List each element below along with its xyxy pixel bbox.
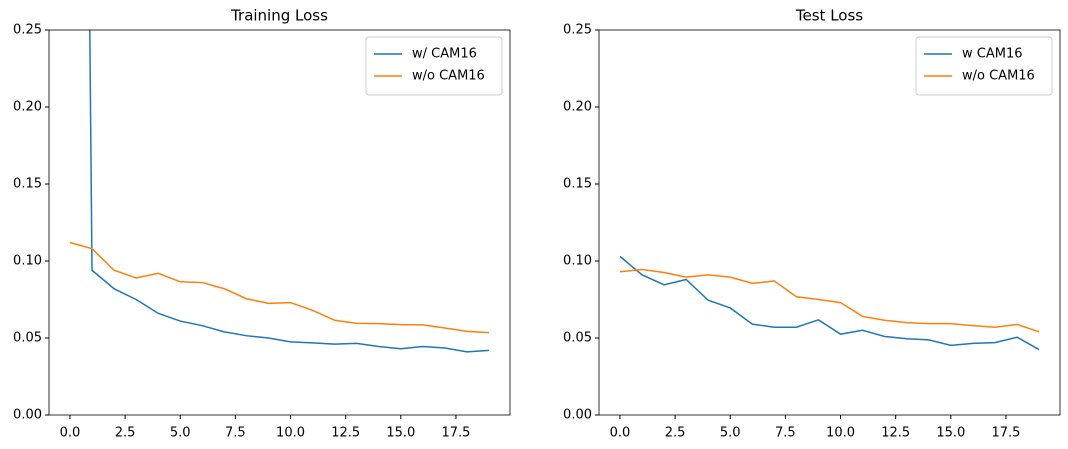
y-tick-label: 0.25 — [563, 23, 592, 38]
chart-title: Training Loss — [230, 7, 328, 25]
y-tick-label: 0.15 — [13, 177, 42, 192]
x-tick-label: 10.0 — [276, 426, 305, 441]
y-tick-label: 0.25 — [13, 23, 42, 38]
x-tick-label: 17.5 — [991, 426, 1020, 441]
y-tick-label: 0.15 — [563, 177, 592, 192]
plot-frame — [48, 29, 511, 416]
chart: Test Loss 0.00 0.05 0.10 0.15 0.20 0.25 0.0 2.5 5… — [563, 7, 1061, 441]
plot-frame — [598, 29, 1061, 416]
x-tick-label: 15.0 — [386, 426, 415, 441]
x-tick-label: 5.0 — [720, 426, 741, 441]
line — [619, 255, 1040, 351]
x-tick-label: 12.5 — [331, 426, 360, 441]
legend: w/ CAM16 w/o CAM16 — [365, 36, 503, 96]
x-tick-label: 7.5 — [225, 426, 246, 441]
legend-label: w/o CAM16 — [962, 69, 1035, 84]
y-tick-label: 0.20 — [563, 100, 592, 115]
line — [89, 30, 490, 353]
y-tick-label: 0.10 — [13, 254, 42, 269]
y-tick-label: 0.00 — [563, 408, 592, 423]
legend-label: w CAM16 — [962, 47, 1023, 62]
x-tick-label: 7.5 — [775, 426, 796, 441]
y-tick-label: 0.20 — [13, 100, 42, 115]
x-tick-label: 10.0 — [826, 426, 855, 441]
legend-label: w/o CAM16 — [412, 69, 485, 84]
y-tick-label: 0.05 — [563, 331, 592, 346]
legend-box — [915, 36, 1053, 96]
x-tick-label: 5.0 — [170, 426, 191, 441]
x-tick-label: 2.5 — [665, 426, 686, 441]
legend: w CAM16 w/o CAM16 — [915, 36, 1053, 96]
chart-title: Test Loss — [795, 7, 863, 25]
y-tick-label: 0.10 — [563, 254, 592, 269]
legend-label: w/ CAM16 — [412, 47, 477, 62]
x-tick-label: 15.0 — [936, 426, 965, 441]
x-tick-label: 17.5 — [441, 426, 470, 441]
y-tick-label: 0.05 — [13, 331, 42, 346]
x-tick-label: 0.0 — [60, 426, 81, 441]
chart: Training Loss 0.00 0.05 0.10 0.15 0.20 0.25 0.0… — [13, 7, 511, 441]
x-tick-label: 0.0 — [610, 426, 631, 441]
line — [619, 268, 1040, 333]
y-tick-label: 0.00 — [13, 408, 42, 423]
x-tick-label: 12.5 — [881, 426, 910, 441]
line — [69, 241, 490, 334]
x-tick-label: 2.5 — [115, 426, 136, 441]
legend-box — [365, 36, 503, 96]
